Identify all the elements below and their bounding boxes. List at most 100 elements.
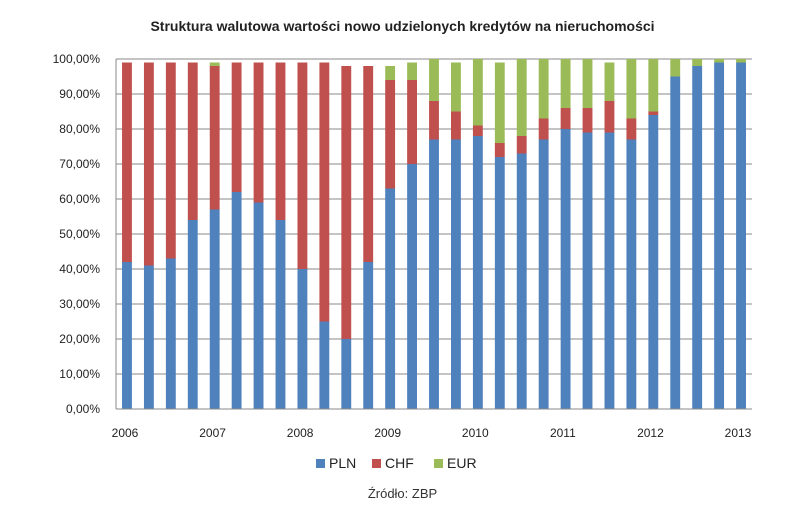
bar-pln [626, 139, 637, 409]
x-tick-label: 2006 [112, 426, 139, 440]
legend-label-pln: PLN [329, 455, 356, 471]
bar-eur [626, 59, 637, 119]
bar-chf [538, 118, 549, 140]
y-tick-label: 10,00% [59, 367, 100, 381]
bar-pln [253, 202, 264, 409]
x-tick-label: 2012 [637, 426, 664, 440]
bar-eur [385, 66, 396, 80]
bar-eur [670, 59, 681, 77]
bar-eur [494, 62, 505, 143]
bar-pln [297, 269, 308, 409]
legend-label-eur: EUR [447, 455, 477, 471]
y-tick-label: 70,00% [59, 157, 100, 171]
bar-pln [187, 220, 198, 409]
bar-eur [472, 59, 483, 126]
bar-pln [231, 192, 242, 409]
bar-chf [275, 62, 286, 220]
x-tick-label: 2010 [462, 426, 489, 440]
bar-pln [450, 139, 461, 409]
y-tick-label: 40,00% [59, 262, 100, 276]
bar-chf [122, 62, 132, 262]
chart-title: Struktura walutowa wartości nowo udzielo… [150, 18, 655, 34]
bar-eur [582, 59, 593, 108]
bar-pln [560, 129, 571, 409]
bar-pln [122, 262, 132, 409]
bar-chf [450, 111, 461, 140]
bar-pln [538, 139, 549, 409]
bar-eur [648, 59, 659, 112]
bar-pln [363, 262, 374, 409]
bar-pln [407, 164, 418, 409]
bar-pln [736, 62, 746, 409]
y-tick-label: 60,00% [59, 192, 100, 206]
bar-pln [341, 339, 352, 409]
bar-chf [516, 136, 527, 154]
bar-chf [165, 62, 176, 259]
y-tick-label: 0,00% [66, 402, 100, 416]
bar-pln [648, 115, 659, 409]
bar-eur [692, 59, 703, 66]
bar-eur [538, 59, 549, 119]
bar-pln [516, 153, 527, 409]
bar-chf [187, 62, 198, 220]
bar-chf [582, 108, 593, 133]
source-note: Źródło: ZBP [367, 486, 438, 501]
bar-chf [494, 143, 505, 157]
y-tick-label: 30,00% [59, 297, 100, 311]
legend-swatch-pln [316, 459, 325, 468]
bar-pln [472, 136, 483, 409]
legend-swatch-eur [434, 459, 443, 468]
x-tick-label: 2013 [725, 426, 752, 440]
legend-label-chf: CHF [385, 455, 414, 471]
bar-pln [429, 139, 439, 409]
bar-pln [319, 321, 330, 409]
bar-chf [253, 62, 264, 203]
bar-pln [582, 132, 593, 409]
y-tick-label: 90,00% [59, 87, 100, 101]
y-tick-label: 20,00% [59, 332, 100, 346]
y-tick-labels: 0,00% 10,00% 20,00% 30,00% 40,00% 50,00% 60,00… [53, 52, 101, 416]
bar-pln [385, 188, 396, 409]
bar-pln [494, 157, 505, 409]
bar-eur [407, 62, 418, 80]
bar-pln [604, 132, 615, 409]
y-tick-label: 100,00% [53, 52, 101, 66]
y-tick-label: 50,00% [59, 227, 100, 241]
bar-eur [714, 59, 725, 63]
legend-swatch-chf [372, 459, 381, 468]
bar-pln [670, 76, 681, 409]
bar-chf [385, 80, 396, 189]
x-tick-label: 2009 [374, 426, 401, 440]
x-tick-label: 2011 [550, 426, 576, 440]
bar-eur [450, 62, 461, 112]
bar-chf [363, 66, 374, 262]
bar-chf [472, 125, 483, 136]
bar-eur [736, 59, 746, 63]
bar-chf [231, 62, 242, 192]
bars [122, 59, 746, 409]
legend: PLN CHF EUR [316, 455, 477, 471]
bar-chf [297, 62, 308, 269]
bar-eur [429, 59, 439, 101]
bar-chf [429, 101, 439, 140]
bar-chf [209, 66, 220, 210]
bar-pln [143, 265, 154, 409]
bar-pln [275, 220, 286, 409]
axes [115, 59, 752, 410]
bar-eur [209, 62, 220, 66]
bar-chf [143, 62, 154, 266]
bar-chf [319, 62, 330, 322]
bar-chf [407, 80, 418, 164]
bar-eur [560, 59, 571, 108]
x-tick-labels: 2006 2007 2008 2009 2010 2011 2012 2013 [112, 426, 752, 440]
bar-eur [516, 59, 527, 136]
bar-eur [604, 62, 615, 101]
bar-pln [209, 209, 220, 409]
x-tick-label: 2008 [287, 426, 314, 440]
bar-chf [341, 66, 352, 339]
bar-pln [692, 66, 703, 409]
bar-chf [626, 118, 637, 140]
bar-chf [560, 108, 571, 129]
bar-pln [165, 258, 176, 409]
